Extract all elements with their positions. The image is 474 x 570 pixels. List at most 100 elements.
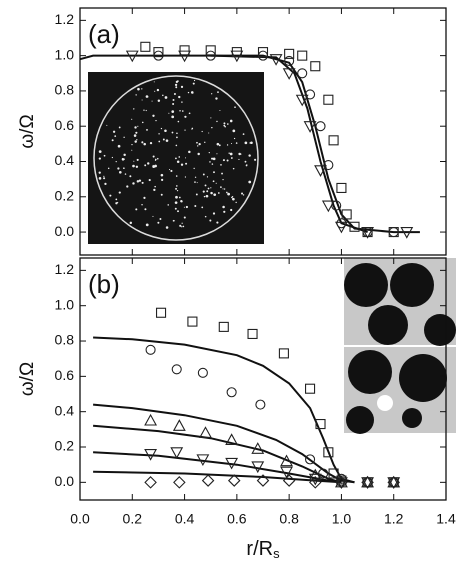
- speckle: [115, 161, 117, 163]
- speckle: [98, 171, 101, 174]
- marker: [310, 61, 321, 72]
- speckle: [154, 164, 157, 168]
- speckle: [209, 219, 212, 222]
- speckle: [216, 153, 218, 155]
- marker: [256, 474, 270, 487]
- speckle: [230, 157, 233, 159]
- x-tick-label: 0.2: [123, 511, 143, 527]
- speckle: [179, 110, 181, 112]
- speckle: [226, 144, 229, 146]
- y-tick-label: 0.8: [55, 82, 75, 98]
- speckle: [141, 141, 144, 144]
- speckle: [117, 167, 120, 170]
- speckle: [234, 106, 236, 109]
- speckle: [187, 91, 190, 94]
- y-tick-label: 0.4: [55, 152, 75, 168]
- speckle: [132, 164, 135, 168]
- speckle: [124, 173, 127, 175]
- marker: [196, 454, 210, 467]
- speckle: [175, 86, 178, 89]
- speckle: [138, 179, 142, 182]
- speckle: [188, 112, 191, 115]
- speckle: [223, 210, 226, 213]
- speckle: [103, 177, 106, 180]
- speckle: [244, 160, 247, 163]
- speckle: [204, 141, 206, 143]
- speckle: [160, 127, 163, 130]
- speckle: [181, 101, 183, 103]
- model-line: [93, 470, 342, 484]
- speckle: [219, 109, 221, 111]
- speckle: [232, 129, 236, 133]
- speckle: [190, 91, 194, 94]
- speckle: [232, 197, 235, 201]
- plot-frame: [79, 257, 447, 501]
- speckle: [141, 204, 143, 206]
- speckle: [212, 212, 216, 215]
- speckle: [123, 167, 125, 170]
- marker: [257, 47, 269, 58]
- speckle: [117, 144, 121, 148]
- speckle: [175, 187, 177, 190]
- speckle: [98, 150, 102, 153]
- marker: [314, 165, 327, 177]
- marker: [205, 45, 216, 56]
- y-tick-label: 1.2: [55, 261, 75, 277]
- speckle: [129, 221, 133, 225]
- marker: [284, 48, 295, 59]
- speckle: [250, 141, 253, 145]
- marker: [361, 477, 375, 489]
- marker: [323, 159, 334, 171]
- speckle: [165, 226, 169, 229]
- speckle: [197, 145, 199, 147]
- speckle: [106, 124, 108, 126]
- speckle: [154, 90, 156, 92]
- x-axis-label-sub: s: [273, 546, 280, 561]
- speckle: [181, 226, 183, 228]
- speckle: [115, 198, 118, 201]
- marker: [349, 221, 360, 232]
- x-tick-label: 0.6: [227, 511, 247, 527]
- speckle: [143, 109, 145, 111]
- speckle: [194, 181, 196, 183]
- speckle: [184, 115, 187, 118]
- marker: [230, 50, 244, 63]
- speckle: [171, 115, 175, 119]
- y-tick-label: 0.2: [55, 187, 75, 203]
- speckle: [222, 205, 225, 209]
- marker: [361, 227, 375, 239]
- speckle: [118, 126, 121, 129]
- speckle: [129, 175, 132, 178]
- marker: [280, 454, 293, 467]
- speckle: [196, 141, 198, 144]
- marker: [388, 227, 399, 238]
- speckle: [133, 108, 135, 110]
- speckle: [157, 157, 159, 160]
- x-tick-label: 0.8: [279, 511, 299, 527]
- speckle: [231, 196, 233, 199]
- speckle: [173, 92, 176, 95]
- speckle: [151, 100, 153, 102]
- speckle: [181, 110, 184, 112]
- marker: [328, 468, 339, 479]
- marker: [225, 433, 239, 445]
- speckle: [135, 165, 139, 168]
- x-tick-label: 1.0: [332, 511, 352, 527]
- speckle: [104, 182, 107, 186]
- speckle: [226, 191, 228, 194]
- marker: [297, 50, 308, 61]
- speckle: [180, 200, 183, 203]
- speckle: [244, 141, 248, 145]
- speckle: [107, 167, 110, 170]
- speckle: [208, 132, 210, 134]
- marker: [284, 55, 295, 66]
- speckle: [134, 140, 137, 143]
- marker: [323, 447, 334, 458]
- speckle: [154, 185, 156, 188]
- speckle: [180, 85, 184, 89]
- marker: [328, 135, 339, 146]
- speckle: [177, 120, 180, 123]
- speckle: [152, 155, 155, 158]
- speckle: [185, 162, 188, 165]
- marker: [140, 41, 151, 52]
